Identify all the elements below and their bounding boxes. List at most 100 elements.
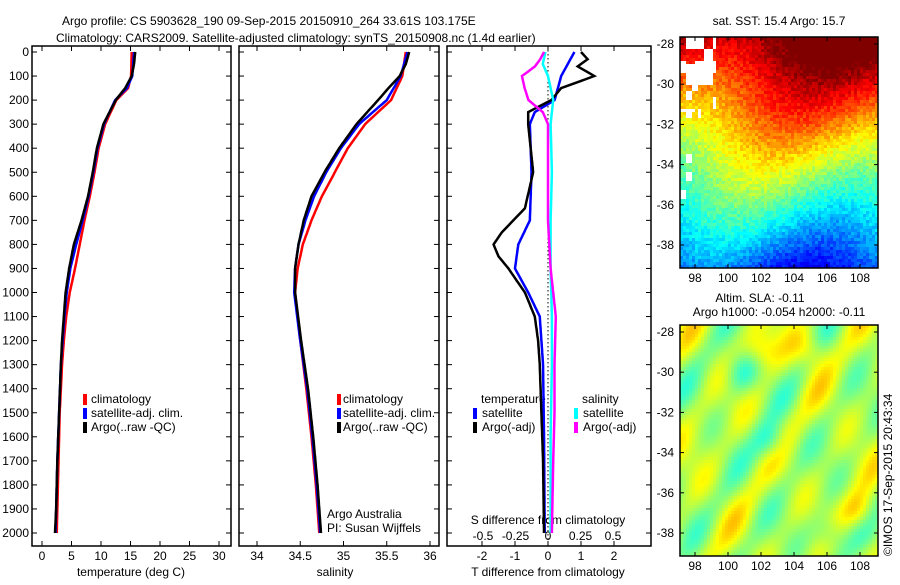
map-cell (776, 232, 779, 235)
map-cell (773, 124, 776, 127)
map-cell (794, 229, 797, 232)
map-cell (734, 166, 737, 169)
map-cell (797, 181, 800, 184)
map-cell (839, 100, 842, 103)
map-cell (872, 73, 875, 76)
map-cell (785, 205, 788, 208)
sst-field (680, 37, 878, 268)
x-tick-label: -2 (477, 549, 488, 563)
map-cell (752, 73, 755, 76)
map-cell (797, 136, 800, 139)
map-cell (692, 211, 695, 214)
map-cell (842, 163, 845, 166)
map-cell (833, 142, 836, 145)
map-cell (737, 103, 740, 106)
map-cell (785, 88, 788, 91)
map-cell (707, 139, 710, 142)
map-cell (821, 61, 824, 64)
map-cell (776, 91, 779, 94)
map-cell (866, 241, 869, 244)
map-cell (710, 184, 713, 187)
map-cell (767, 148, 770, 151)
land-mask-cell (704, 55, 707, 58)
map-cell (803, 211, 806, 214)
map-cell (854, 85, 857, 88)
map-cell (809, 64, 812, 67)
map-cell (791, 115, 794, 118)
map-cell (725, 211, 728, 214)
map-cell (869, 46, 872, 49)
legend-label: satellite (583, 406, 624, 420)
map-cell (839, 79, 842, 82)
map-cell (818, 232, 821, 235)
map-cell (842, 103, 845, 106)
map-cell (860, 238, 863, 241)
map-cell (815, 58, 818, 61)
map-cell (800, 43, 803, 46)
map-cell (782, 223, 785, 226)
land-mask-cell (689, 172, 692, 175)
map-cell (731, 223, 734, 226)
map-cell (869, 67, 872, 70)
map-cell (812, 178, 815, 181)
map-cell (725, 52, 728, 55)
map-cell (713, 151, 716, 154)
map-cell (809, 241, 812, 244)
map-cell (833, 211, 836, 214)
map-cell (752, 169, 755, 172)
map-cell (731, 217, 734, 220)
map-cell (749, 124, 752, 127)
map-cell (770, 154, 773, 157)
map-cell (776, 193, 779, 196)
map-cell (782, 40, 785, 43)
map-cell (770, 88, 773, 91)
map-cell (773, 208, 776, 211)
map-cell (737, 175, 740, 178)
map-cell (731, 85, 734, 88)
map-cell (686, 121, 689, 124)
map-cell (857, 145, 860, 148)
map-cell (806, 88, 809, 91)
map-cell (800, 70, 803, 73)
map-cell (764, 130, 767, 133)
map-cell (722, 229, 725, 232)
map-cell (827, 106, 830, 109)
map-cell (803, 94, 806, 97)
map-cell (785, 238, 788, 241)
map-cell (833, 163, 836, 166)
map-cell (845, 244, 848, 247)
map-cell (704, 145, 707, 148)
map-cell (803, 151, 806, 154)
map-cell (752, 232, 755, 235)
map-cell (860, 133, 863, 136)
map-cell (785, 52, 788, 55)
map-cell (716, 211, 719, 214)
map-cell (692, 235, 695, 238)
map-cell (767, 136, 770, 139)
map-cell (743, 154, 746, 157)
map-cell (788, 193, 791, 196)
map-cell (722, 154, 725, 157)
map-cell (692, 106, 695, 109)
map-cell (761, 121, 764, 124)
map-cell (866, 46, 869, 49)
map-cell (854, 160, 857, 163)
map-cell (734, 118, 737, 121)
map-cell (734, 121, 737, 124)
x-tick-label: 34.5 (289, 549, 313, 563)
map-cell (866, 202, 869, 205)
map-cell (824, 76, 827, 79)
map-cell (872, 103, 875, 106)
map-cell (692, 196, 695, 199)
land-mask-cell (698, 46, 701, 49)
map-cell (749, 145, 752, 148)
map-cell (848, 67, 851, 70)
map-cell (770, 40, 773, 43)
map-cell (740, 196, 743, 199)
map-cell (839, 109, 842, 112)
difference-line-t-argo-adj- (494, 52, 595, 533)
map-cell (689, 223, 692, 226)
map-cell (716, 64, 719, 67)
map-cell (845, 67, 848, 70)
map-cell (743, 133, 746, 136)
